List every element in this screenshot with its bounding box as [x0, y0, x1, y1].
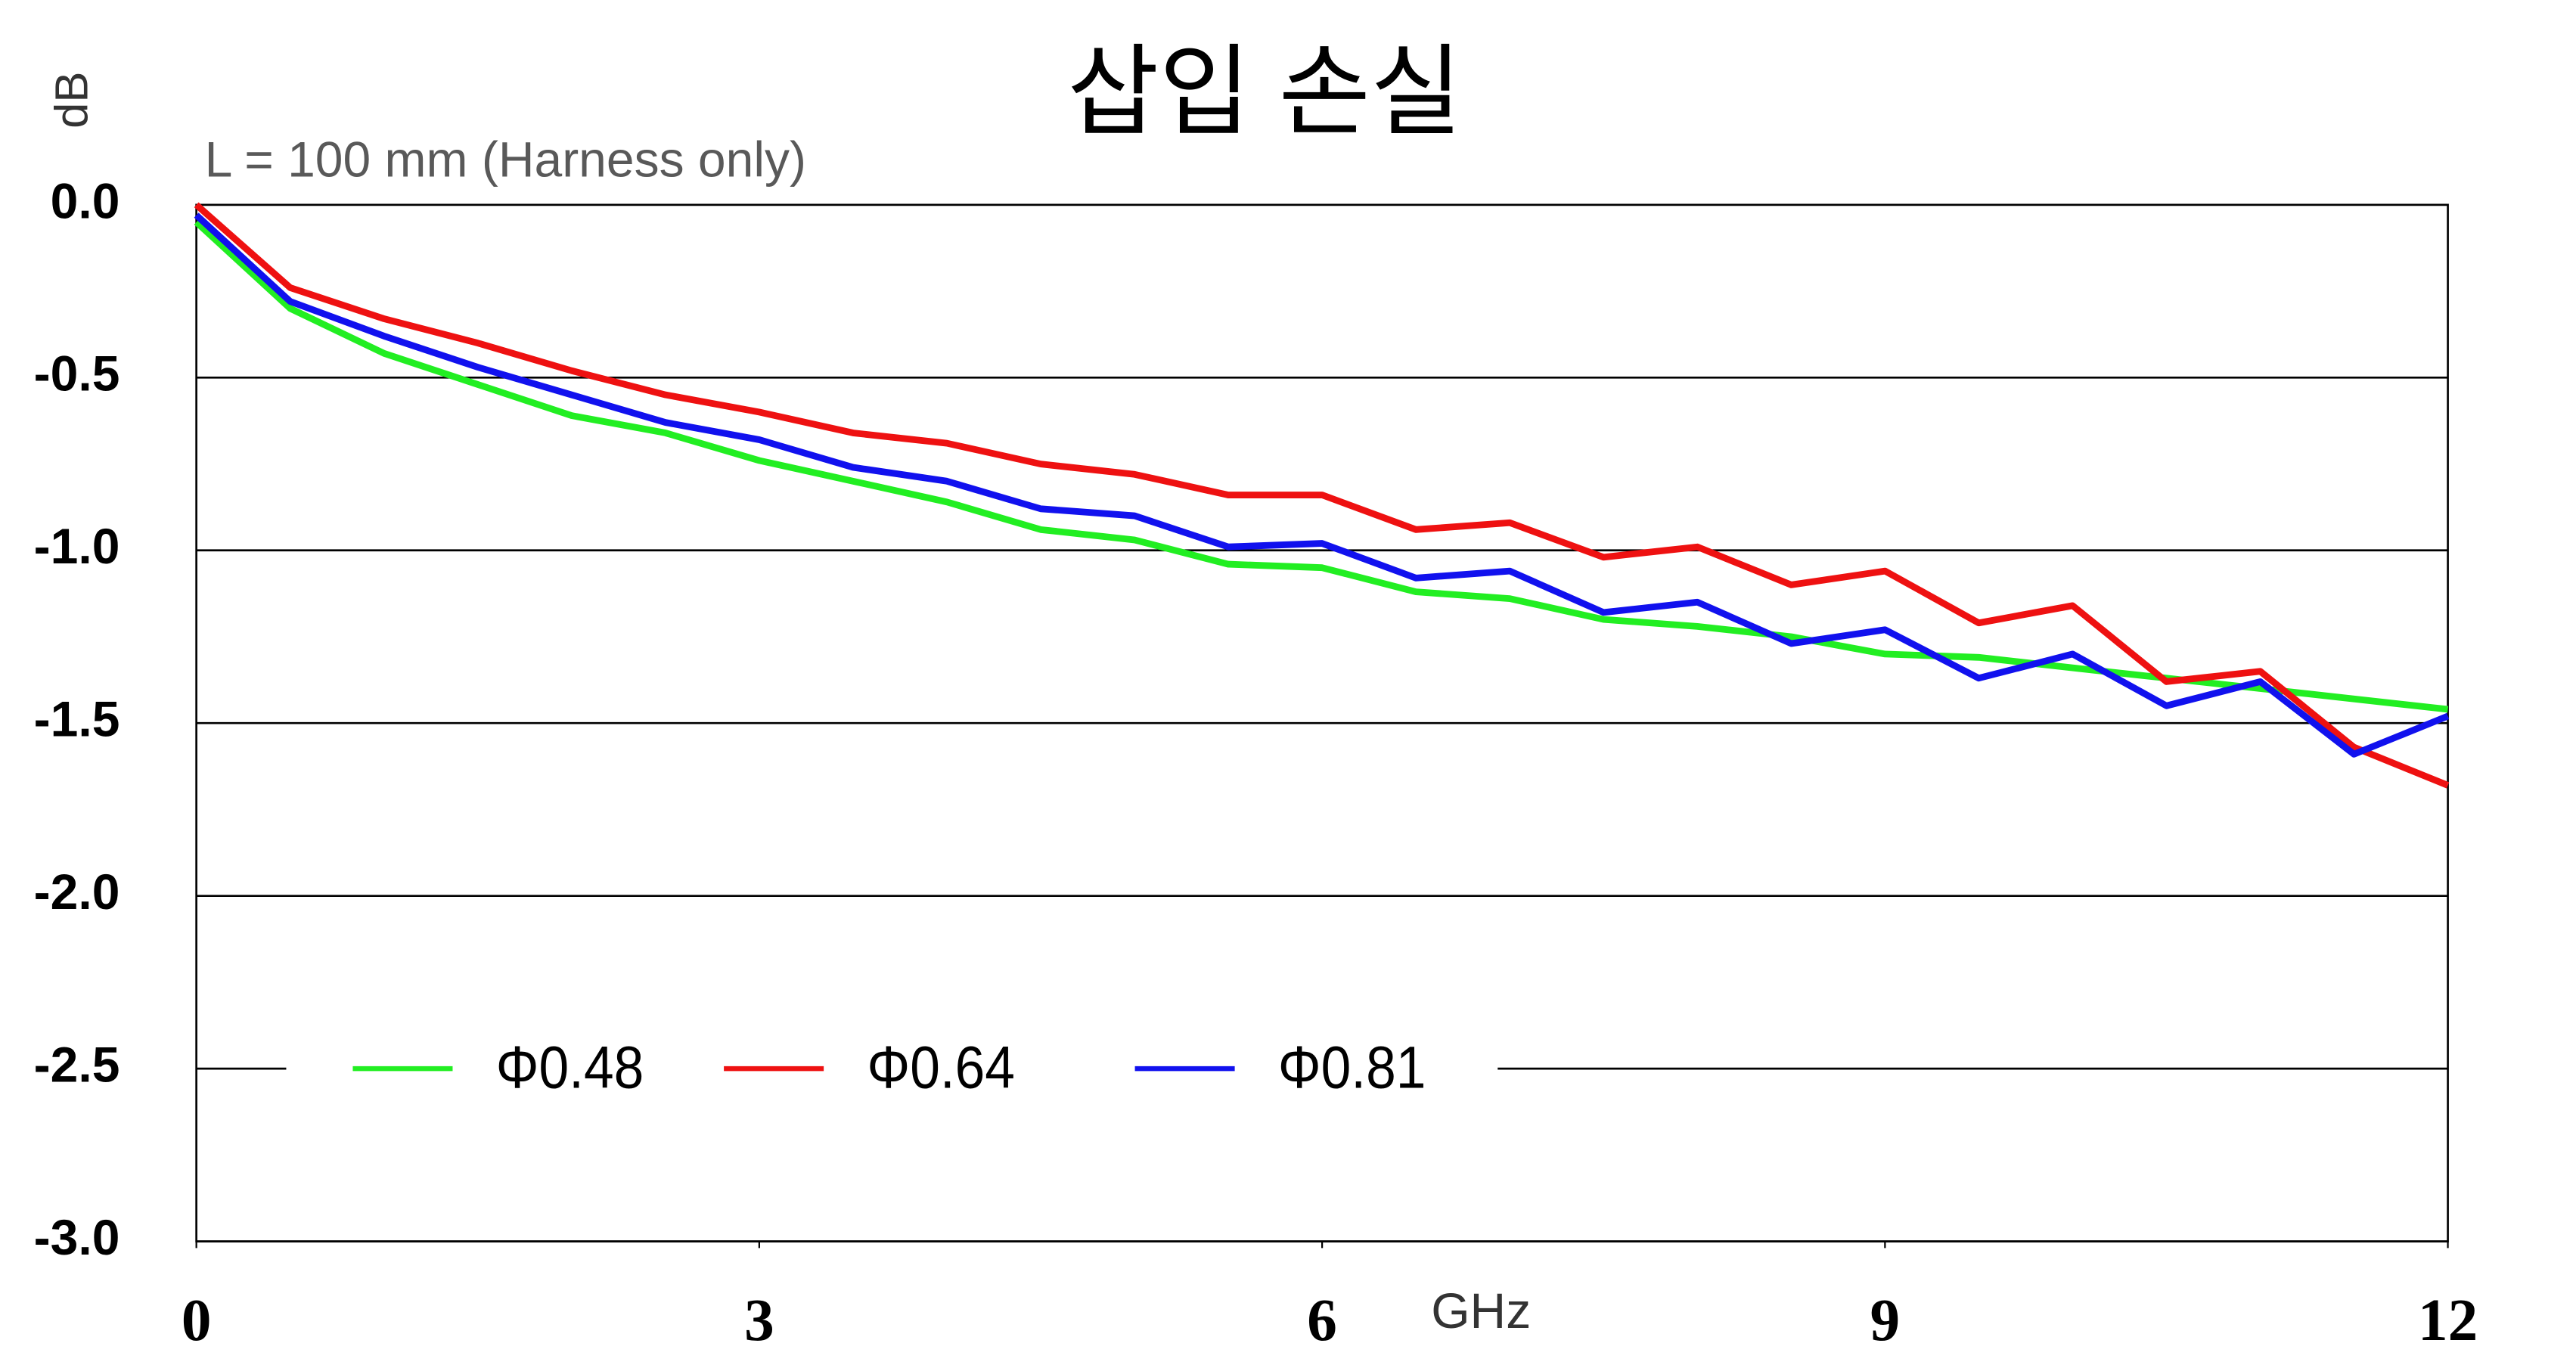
- chart-title: 삽입 손실: [1067, 36, 1462, 147]
- legend-label: Φ0.64: [867, 1034, 1015, 1100]
- y-tick-label: -0.5: [34, 346, 120, 402]
- y-tick-label: -1.0: [34, 518, 120, 574]
- chart-subtitle: L = 100 mm (Harness only): [205, 131, 806, 187]
- x-axis-label: GHz: [1431, 1283, 1531, 1339]
- y-tick-label: -2.5: [34, 1037, 120, 1093]
- legend-label: Φ0.81: [1278, 1034, 1426, 1100]
- x-tick-label: 9: [1870, 1287, 1901, 1354]
- series-line: [194, 202, 2450, 789]
- x-tick-label: 6: [1307, 1287, 1337, 1354]
- series-line: [194, 212, 2450, 758]
- x-tick-label: 12: [2418, 1287, 2478, 1354]
- series-line: [194, 219, 2449, 713]
- y-tick-label: -2.0: [34, 864, 120, 920]
- y-tick-label: 0.0: [51, 172, 120, 228]
- y-tick-label: -1.5: [34, 691, 120, 747]
- x-tick-label: 0: [182, 1287, 212, 1354]
- legend-label: Φ0.48: [496, 1034, 644, 1100]
- x-tick-label: 3: [744, 1287, 774, 1354]
- y-axis-label: dB: [45, 72, 98, 129]
- legend-box: [286, 1027, 1498, 1111]
- y-tick-label: -3.0: [34, 1209, 120, 1265]
